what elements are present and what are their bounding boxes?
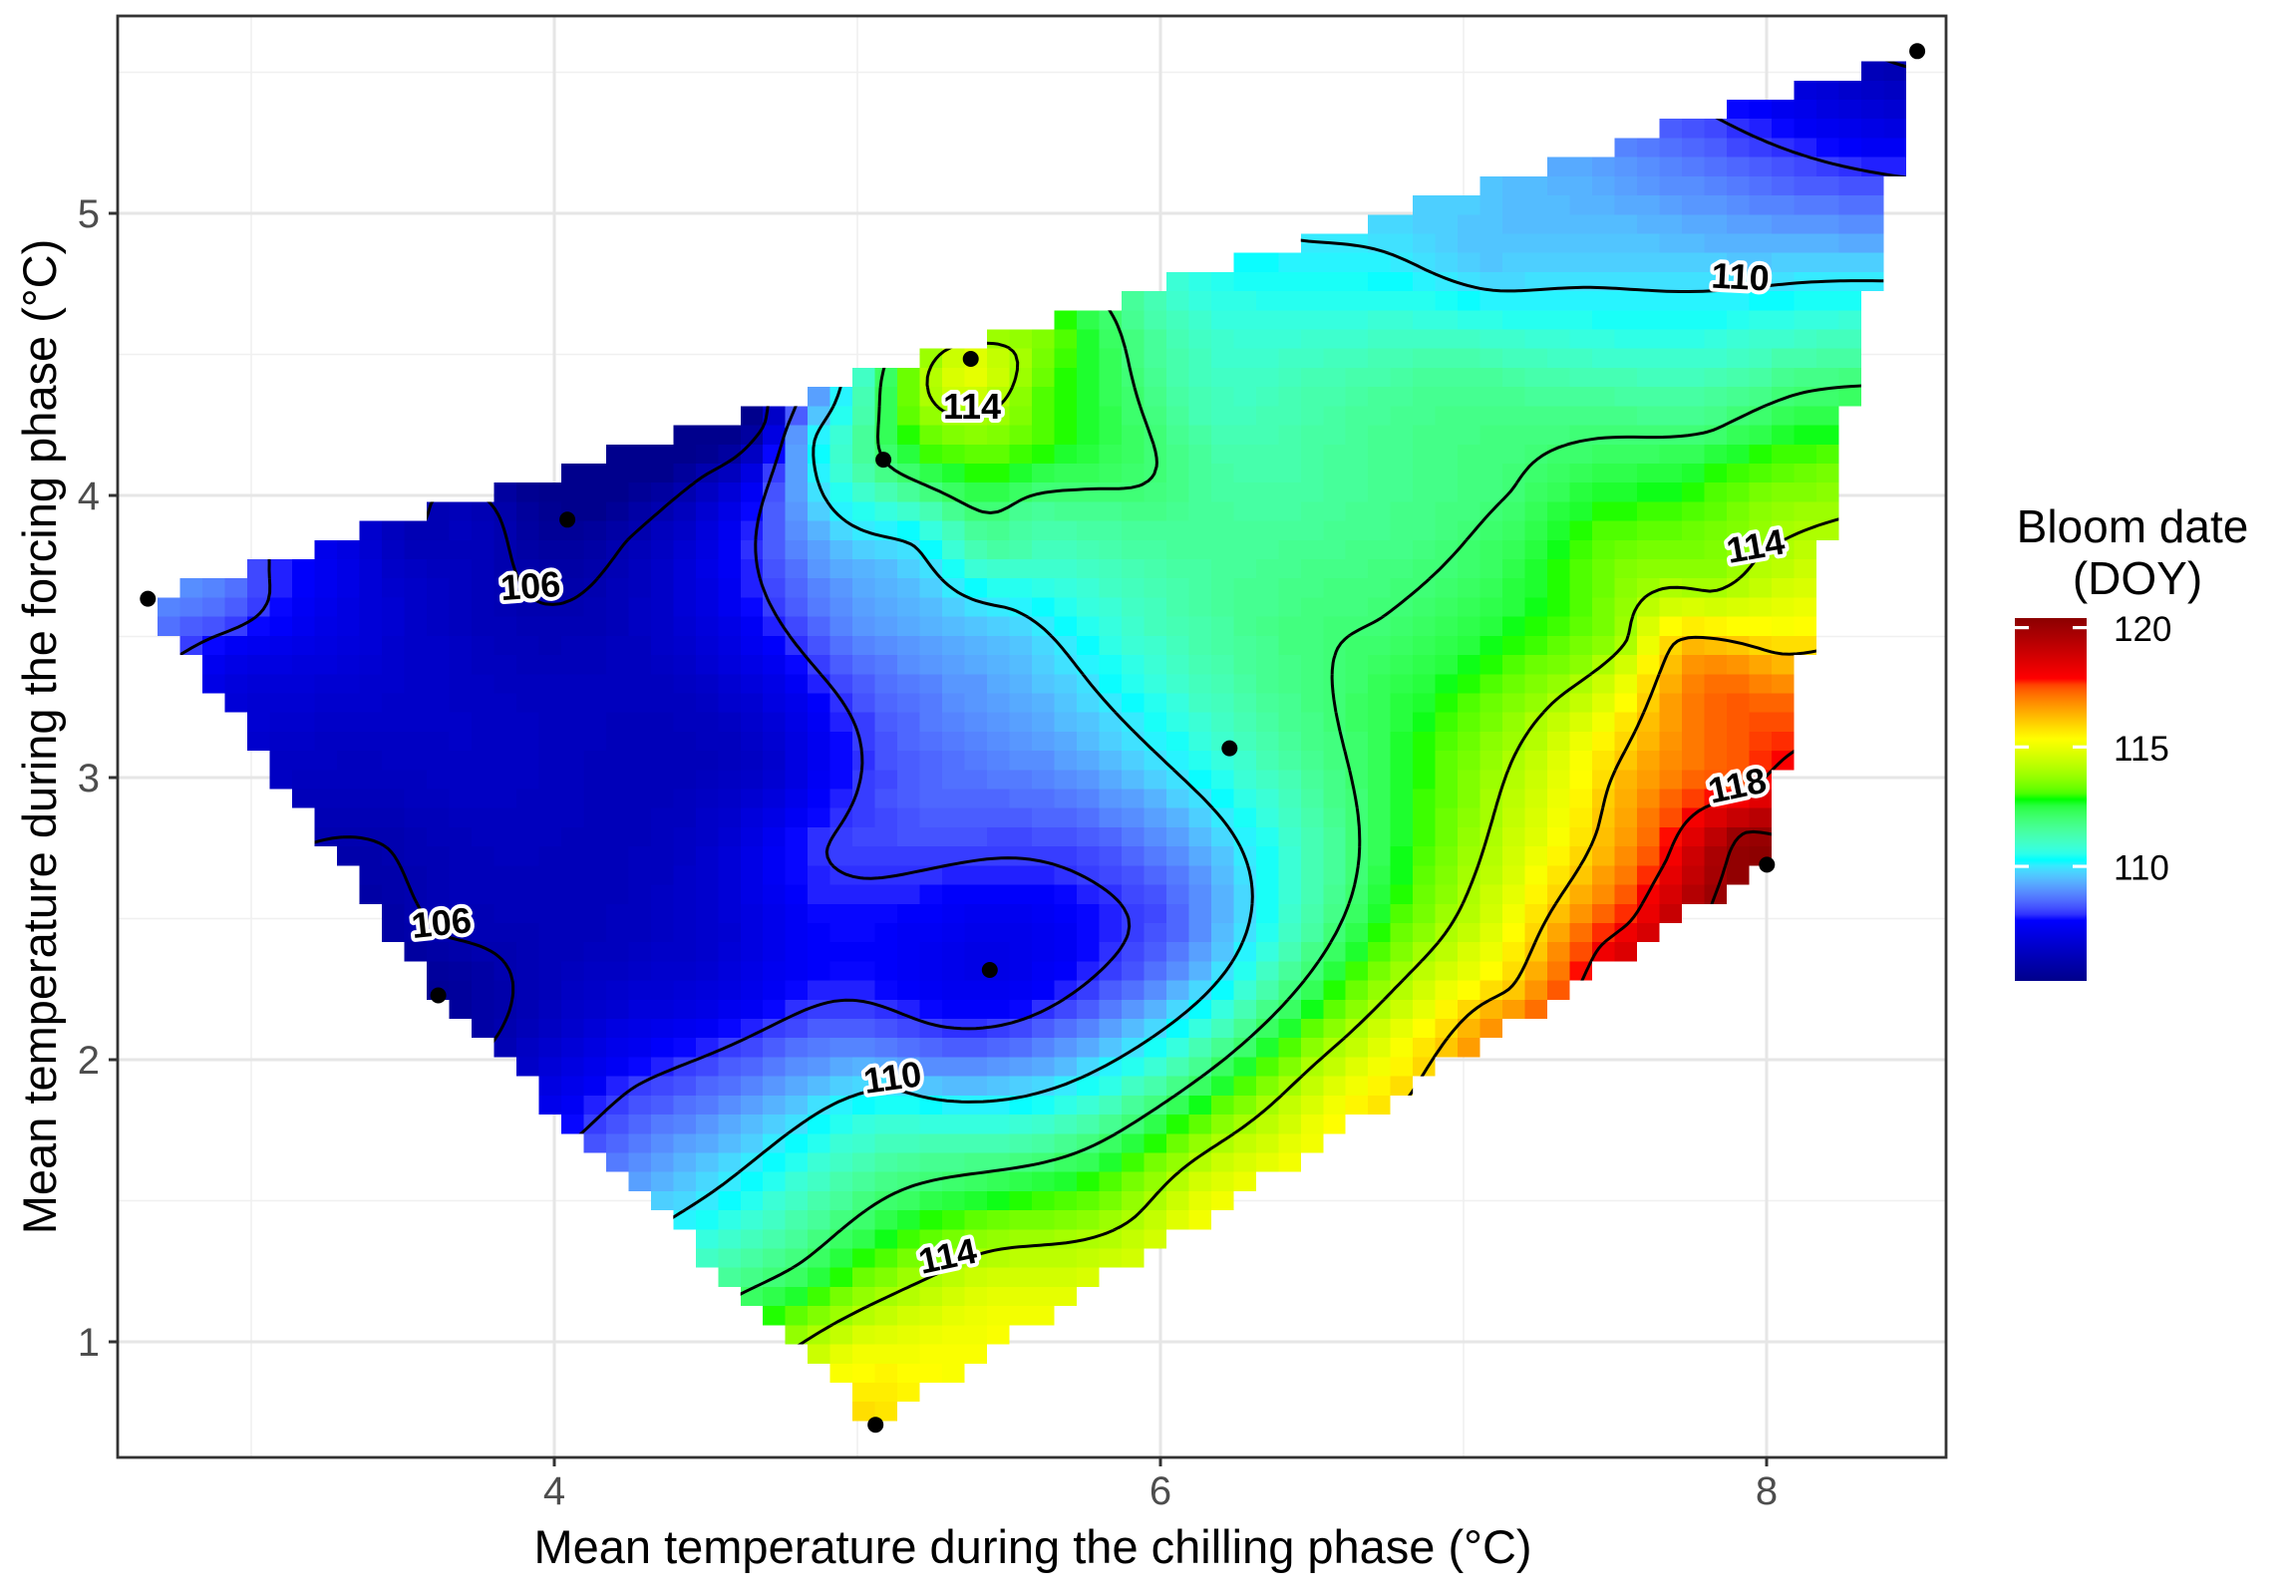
svg-text:(DOY): (DOY) <box>2073 552 2202 604</box>
svg-text:Mean temperature during the fo: Mean temperature during the forcing phas… <box>13 239 66 1234</box>
svg-text:1: 1 <box>78 1321 100 1365</box>
svg-text:115: 115 <box>2114 730 2169 769</box>
svg-text:4: 4 <box>78 475 100 518</box>
svg-text:120: 120 <box>2114 610 2171 649</box>
svg-text:2: 2 <box>78 1039 100 1083</box>
svg-text:8: 8 <box>1756 1469 1778 1513</box>
svg-text:106: 106 <box>499 563 562 608</box>
svg-text:6: 6 <box>1149 1469 1171 1513</box>
svg-text:106: 106 <box>410 899 474 946</box>
svg-text:110: 110 <box>1711 255 1771 299</box>
svg-text:110: 110 <box>861 1053 924 1102</box>
svg-text:118: 118 <box>1705 760 1770 811</box>
svg-text:5: 5 <box>78 192 100 236</box>
svg-text:Bloom date: Bloom date <box>2017 500 2249 552</box>
svg-text:110: 110 <box>2114 849 2169 888</box>
svg-text:3: 3 <box>78 757 100 800</box>
svg-text:4: 4 <box>543 1469 565 1513</box>
svg-text:114: 114 <box>943 386 1001 427</box>
svg-text:Mean temperature during the ch: Mean temperature during the chilling pha… <box>533 1520 1531 1573</box>
